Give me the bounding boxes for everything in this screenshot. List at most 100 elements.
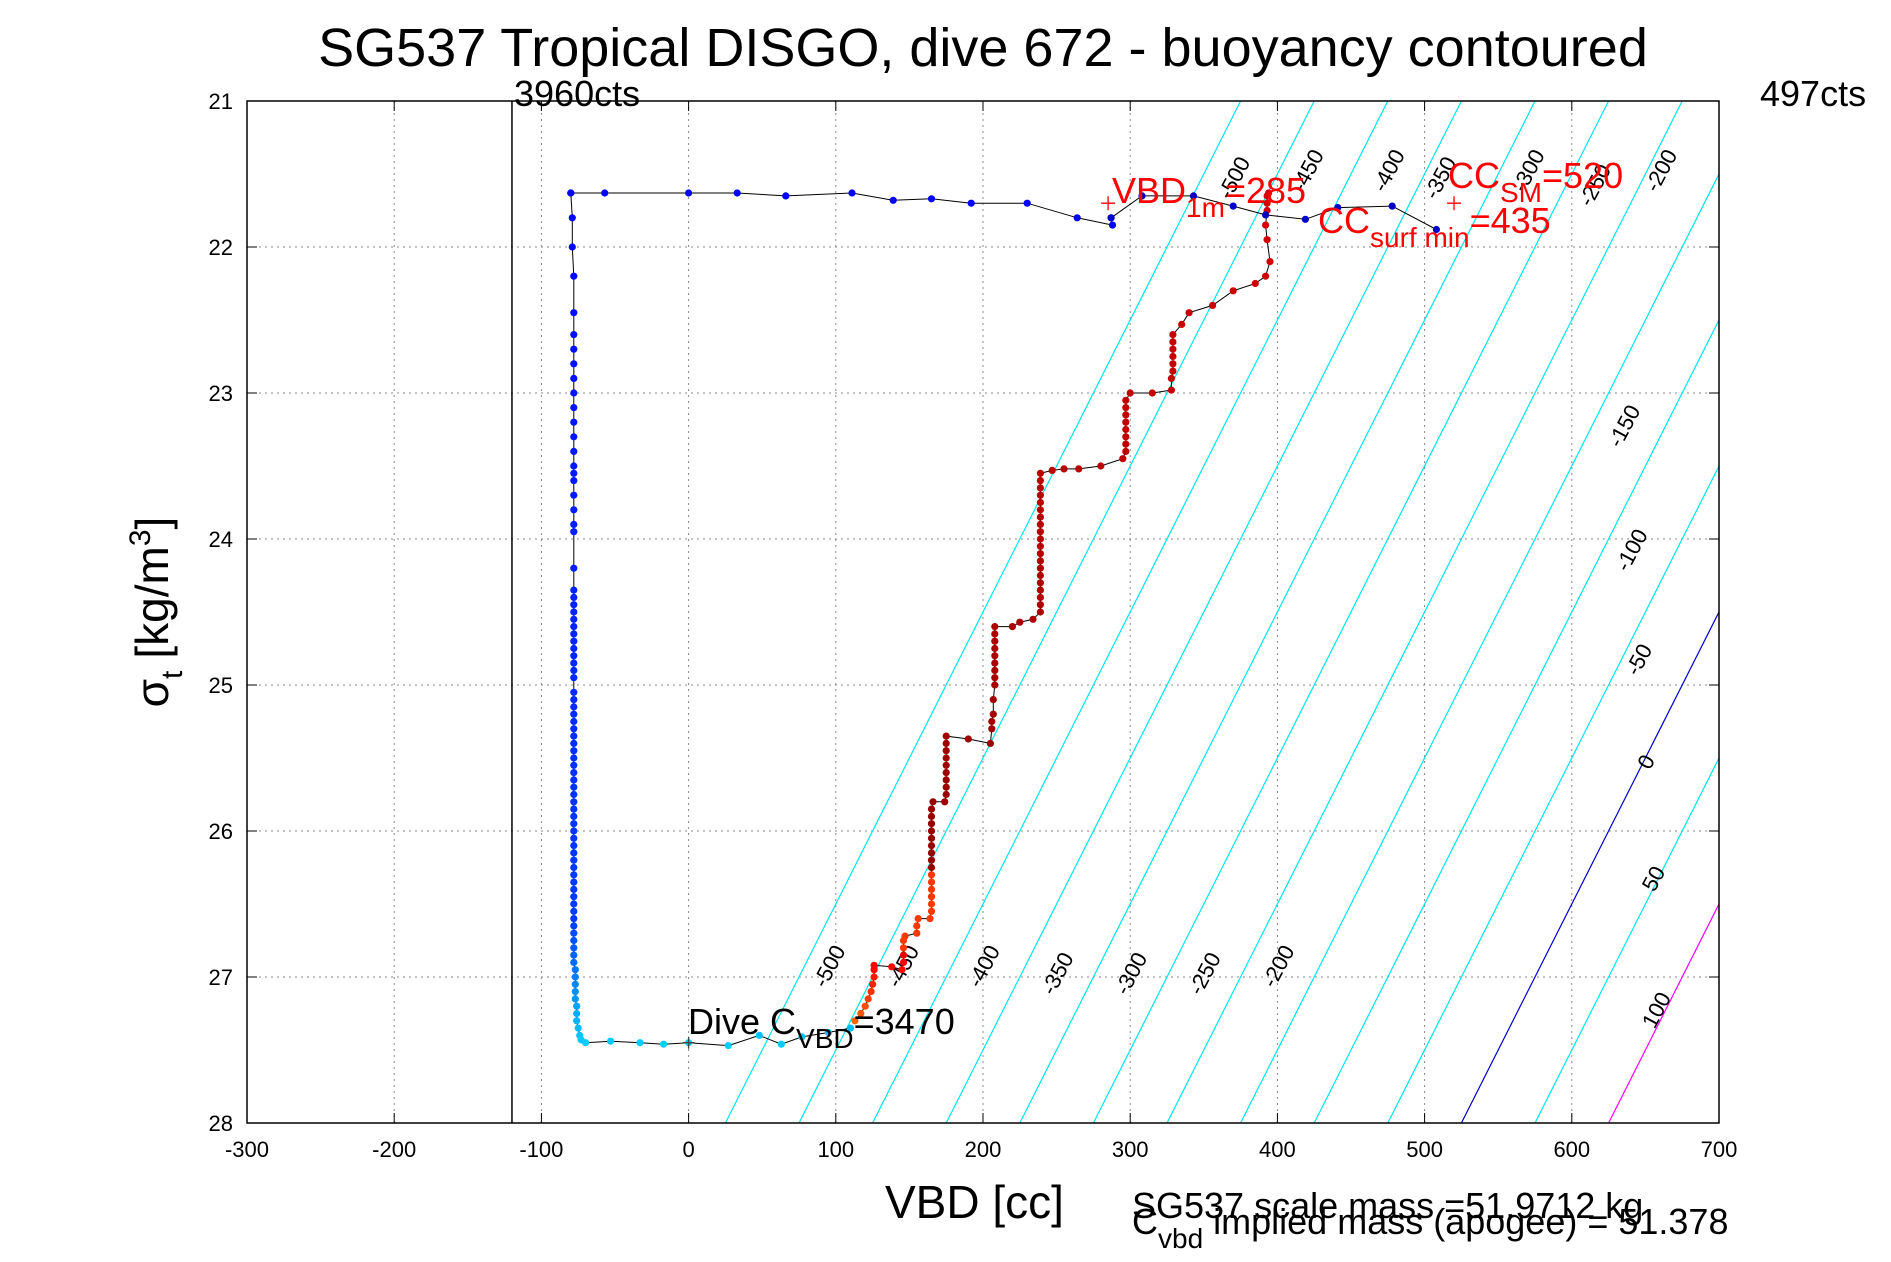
- data-point: [927, 827, 936, 835]
- data-point: [870, 961, 878, 969]
- contour-label: -400: [962, 941, 1005, 992]
- data-point: [1265, 189, 1273, 197]
- data-point: [570, 790, 578, 799]
- y-tick-label: 23: [209, 381, 233, 406]
- data-point: [570, 674, 578, 682]
- data-point: [570, 703, 578, 711]
- data-point: [1388, 202, 1396, 210]
- data-point: [1167, 386, 1175, 394]
- data-point: [570, 593, 578, 602]
- data-point: [567, 189, 575, 197]
- annotation-vbd-1m: VBD1m=285: [1112, 170, 1306, 223]
- data-point: [570, 769, 578, 777]
- data-point: [570, 754, 578, 762]
- data-point: [991, 652, 999, 660]
- x-tick-label: 600: [1553, 1137, 1590, 1162]
- data-point: [1209, 301, 1217, 309]
- contour-line: [1240, 172, 1719, 1123]
- x-tick-label: 700: [1701, 1137, 1738, 1162]
- contour-label: 100: [1637, 988, 1676, 1032]
- x-tick-label: 200: [965, 1137, 1002, 1162]
- x-tick-label: 300: [1112, 1137, 1149, 1162]
- data-point: [899, 958, 908, 967]
- data-point: [570, 360, 578, 368]
- data-point: [991, 666, 999, 675]
- data-point: [733, 189, 741, 197]
- contour-label: -200: [1639, 145, 1682, 196]
- data-point: [570, 849, 578, 857]
- data-point: [1073, 214, 1081, 222]
- data-point: [927, 893, 936, 901]
- data-point: [570, 900, 578, 908]
- data-point: [861, 1002, 869, 1010]
- data-point: [1169, 367, 1177, 375]
- data-point: [1432, 225, 1440, 234]
- data-point: [660, 1040, 668, 1048]
- data-point: [1334, 204, 1342, 212]
- data-point: [1036, 586, 1044, 594]
- data-point: [988, 717, 996, 726]
- data-point: [942, 769, 950, 777]
- data-point: [1189, 192, 1198, 200]
- data-point: [1229, 202, 1237, 210]
- data-point: [573, 1017, 581, 1025]
- x-tick-label: -300: [225, 1137, 269, 1162]
- data-point: [1122, 440, 1130, 448]
- data-point: [927, 863, 936, 872]
- contour-label: 0: [1632, 751, 1660, 774]
- data-point: [570, 506, 578, 514]
- data-point: [570, 863, 578, 872]
- data-point: [1075, 465, 1083, 473]
- data-point: [1122, 404, 1130, 412]
- contour-line: [1092, 101, 1610, 1123]
- data-point: [927, 842, 936, 850]
- data-point: [1262, 221, 1270, 229]
- y-tick-label: 27: [209, 965, 233, 990]
- data-point: [570, 820, 578, 828]
- data-point: [570, 710, 578, 718]
- data-point: [570, 958, 578, 967]
- data-point: [798, 1033, 806, 1041]
- annotation-marker: [682, 1036, 695, 1049]
- data-point: [898, 966, 906, 974]
- data-point: [1119, 455, 1127, 463]
- data-point: [1036, 535, 1044, 543]
- contour-label: -150: [1603, 401, 1646, 452]
- data-point: [926, 915, 934, 923]
- annotation-dive-cvbd: Dive CVBD=3470: [688, 1001, 955, 1054]
- data-point: [901, 932, 909, 940]
- data-point: [927, 878, 936, 886]
- data-point: [1036, 520, 1044, 529]
- contour-line: [1019, 101, 1536, 1123]
- data-point: [573, 1009, 581, 1018]
- data-point: [927, 195, 936, 203]
- data-point: [570, 878, 578, 886]
- data-point: [1169, 338, 1177, 346]
- data-point: [570, 936, 578, 945]
- data-point: [1122, 396, 1130, 404]
- data-point: [570, 688, 578, 696]
- data-point: [755, 1031, 763, 1039]
- annotation-markers: [682, 196, 1462, 1049]
- data-point: [1029, 615, 1037, 623]
- contour-line: [1608, 902, 1719, 1123]
- data-point: [570, 623, 578, 631]
- series-points: [567, 189, 1440, 1050]
- data-point: [991, 637, 999, 645]
- footer-scale-mass: SG537 scale mass =51.9712 kg: [1132, 1185, 1643, 1226]
- data-point: [864, 995, 872, 1003]
- data-point: [570, 389, 578, 397]
- contour-labels: -500 -450 -400 -350 -300 -250 -200-150-100-500…: [808, 145, 1682, 1032]
- x-tick-label: -100: [519, 1137, 563, 1162]
- data-point: [942, 747, 950, 755]
- y-tick-label: 28: [209, 1111, 233, 1136]
- data-point: [1122, 447, 1130, 455]
- y-tick-label: 22: [209, 235, 233, 260]
- data-point: [1148, 389, 1156, 397]
- data-point: [1036, 491, 1044, 499]
- y-tick-label: 21: [209, 89, 233, 114]
- data-point: [1178, 320, 1186, 328]
- data-point: [574, 1024, 582, 1032]
- data-point: [1185, 309, 1193, 317]
